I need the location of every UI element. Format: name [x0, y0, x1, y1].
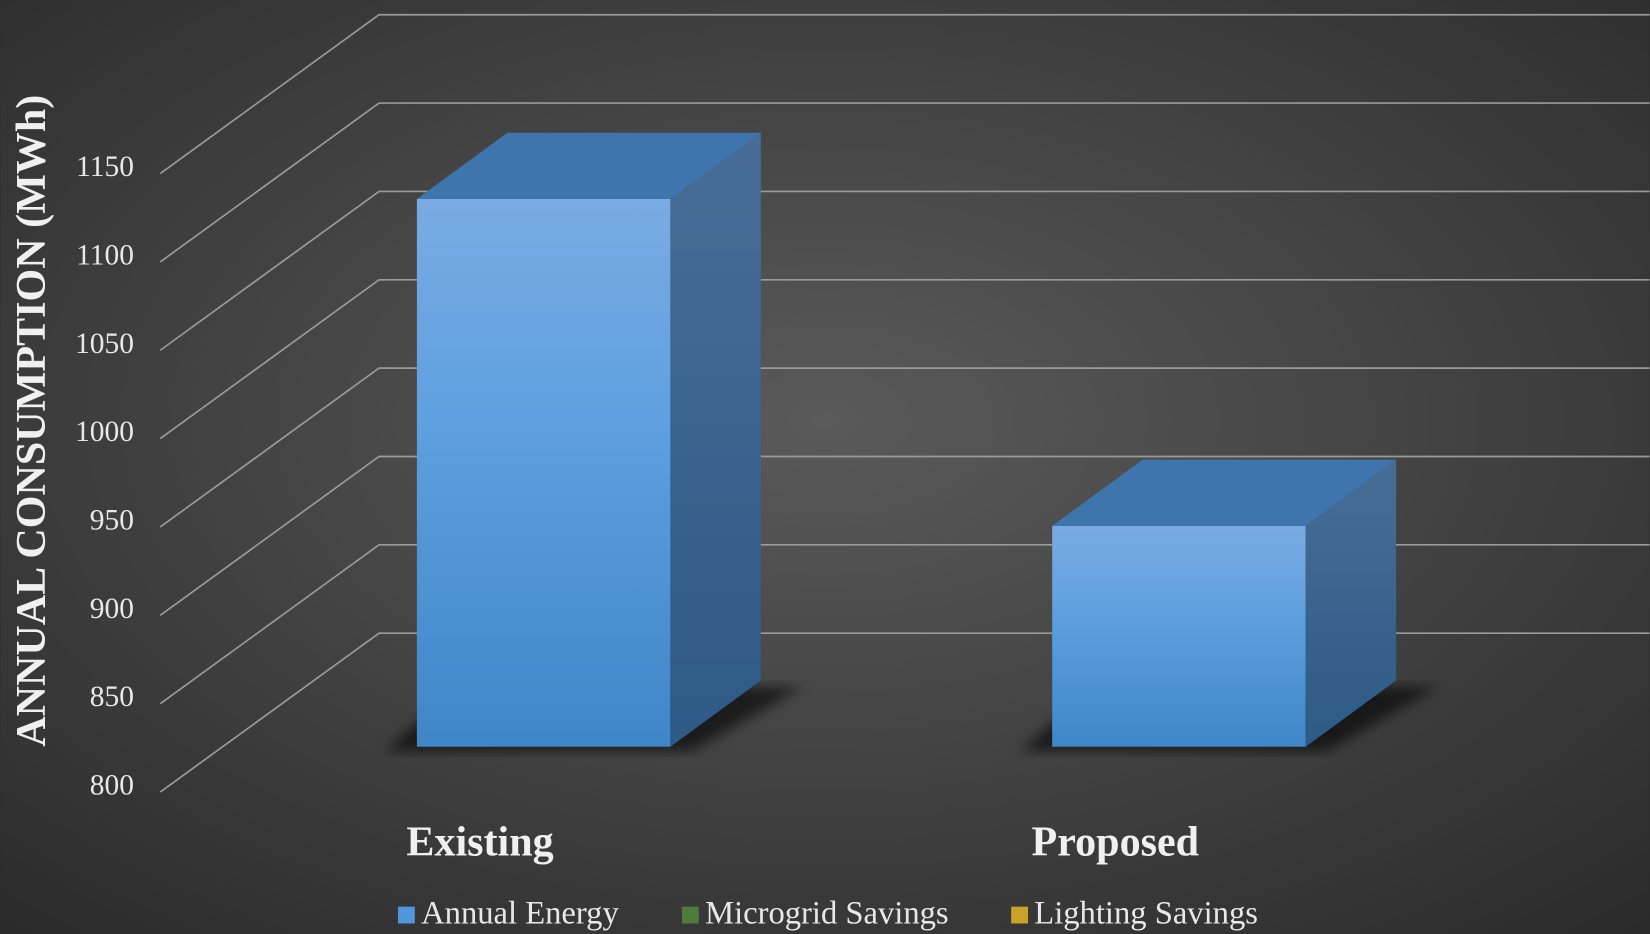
y-tick-label: 850	[90, 681, 134, 713]
legend-swatch	[681, 906, 699, 924]
bar-side	[1305, 459, 1397, 747]
bar-side	[670, 132, 761, 747]
grid-line	[159, 278, 1650, 440]
grid-line	[159, 455, 1650, 616]
grid-line	[159, 13, 1650, 175]
grid-line	[159, 367, 1650, 528]
bar	[1052, 459, 1397, 747]
bar-front	[416, 198, 671, 747]
bar-top	[1052, 459, 1397, 526]
y-tick-label: 1000	[75, 416, 134, 448]
plot: 800 850 900 950 1000 1050 1100 1150 Existing Prop…	[75, 13, 1650, 932]
y-tick-label: 900	[90, 593, 134, 625]
bar	[416, 132, 761, 747]
y-tick-label: 950	[90, 505, 134, 537]
y-axis-title: ANNUAL CONSUMPTION (MWh)	[9, 95, 55, 747]
bar-top	[416, 132, 761, 199]
y-tick-label: 1050	[75, 328, 134, 360]
legend-swatch	[1011, 906, 1028, 924]
legend-label: Microgrid Savings	[705, 896, 949, 932]
bar-front	[1052, 525, 1306, 747]
legend-label: Annual Energy	[421, 896, 619, 932]
y-tick-label: 1150	[76, 151, 134, 183]
grid-line	[159, 190, 1650, 351]
y-tick-label: 800	[90, 770, 134, 802]
legend-swatch	[397, 906, 415, 924]
x-tick-label: Existing	[406, 819, 553, 865]
x-tick-label: Proposed	[1032, 819, 1199, 865]
y-tick-label: 1100	[76, 239, 134, 271]
legend-label: Lighting Savings	[1034, 896, 1258, 932]
grid-line	[159, 102, 1650, 263]
